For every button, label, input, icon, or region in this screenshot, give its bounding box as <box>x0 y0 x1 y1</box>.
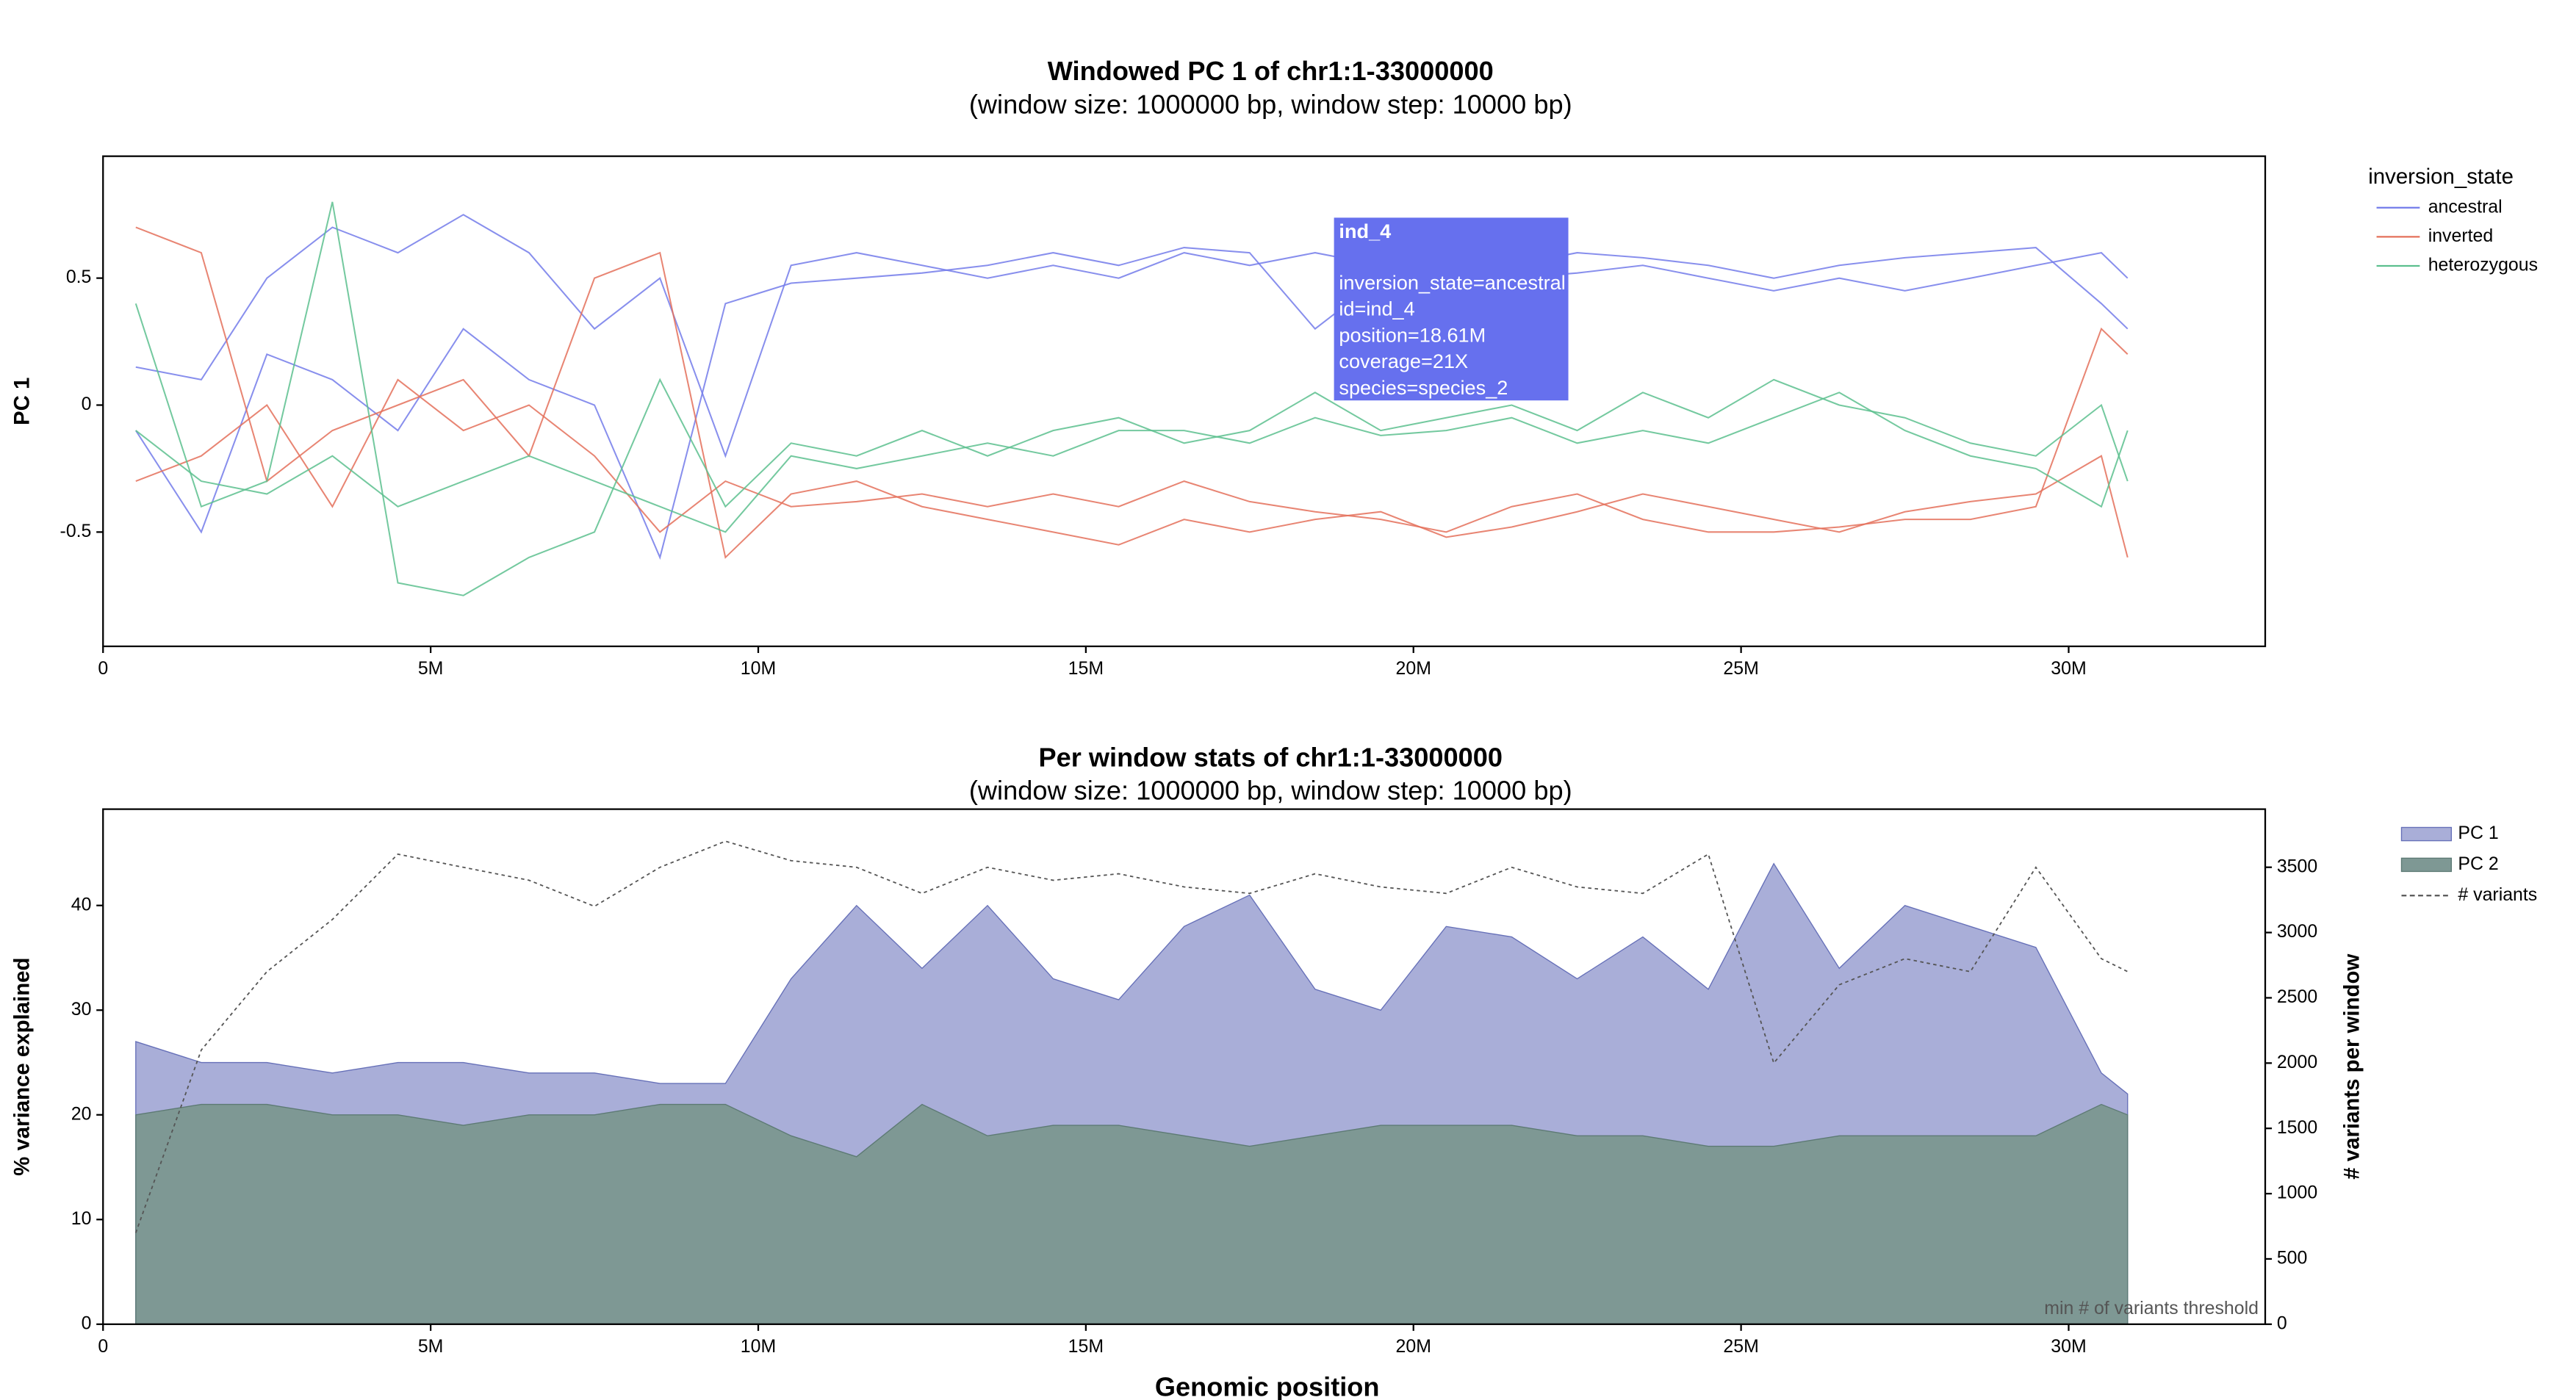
legend-swatch <box>2400 826 2453 842</box>
legend-swatch <box>2400 857 2453 873</box>
tooltip-line: inversion_state=ancestral <box>1339 271 1565 294</box>
series-line <box>135 327 2129 533</box>
y2-axis-label: # variants per window <box>2340 954 2364 1180</box>
legend-label: PC 1 <box>2458 823 2498 843</box>
series-line <box>134 247 2129 560</box>
y2-tick-label: 2500 <box>2277 986 2317 1007</box>
x-axis-label: Genomic position <box>1155 1372 1380 1400</box>
y-tick-label: 10 <box>71 1208 92 1229</box>
tooltip-line: id=ind_4 <box>1339 297 1414 320</box>
tooltip-line: coverage=21X <box>1339 350 1468 372</box>
x-tick-label: 0 <box>98 658 108 679</box>
legend-title: inversion_state <box>2368 165 2514 189</box>
y2-tick-label: 500 <box>2277 1248 2308 1269</box>
x-tick-label: 5M <box>418 1336 444 1357</box>
legend-label: PC 2 <box>2458 854 2498 874</box>
x-tick-label: 30M <box>2051 658 2086 679</box>
tooltip-line: position=18.61M <box>1339 323 1486 346</box>
x-tick-label: 20M <box>1396 1336 1431 1357</box>
tooltip-line: species=species_2 <box>1339 376 1508 399</box>
series-line <box>135 392 2129 533</box>
y2-tick-label: 3000 <box>2277 921 2317 942</box>
chart-subtitle: (window size: 1000000 bp, window step: 1… <box>969 776 1572 806</box>
legend-label: heterozygous <box>2428 255 2538 275</box>
series-line <box>135 214 2129 458</box>
x-tick-label: 25M <box>1723 1336 1758 1357</box>
x-tick-label: 5M <box>418 658 444 679</box>
threshold-annotation: min # of variants threshold <box>2044 1298 2259 1318</box>
x-tick-label: 0 <box>98 1336 108 1357</box>
y2-tick-label: 1500 <box>2277 1117 2317 1138</box>
y-tick-label: -0.5 <box>60 521 92 541</box>
variants-line <box>134 840 2129 1233</box>
y-tick-label: 0.5 <box>66 267 92 287</box>
plot-frame <box>102 808 2267 1325</box>
plot-frame <box>102 155 2267 648</box>
y-tick-label: 0 <box>82 1313 92 1333</box>
y2-tick-label: 3500 <box>2277 856 2317 876</box>
y-axis-label: % variance explained <box>10 958 34 1176</box>
y2-tick-label: 2000 <box>2277 1052 2317 1072</box>
y-tick-label: 40 <box>71 894 92 914</box>
y-tick-label: 20 <box>71 1103 92 1124</box>
chart-title: Windowed PC 1 of chr1:1-33000000 <box>1048 56 1494 86</box>
x-tick-label: 10M <box>741 1336 776 1357</box>
y2-tick-label: 1000 <box>2277 1183 2317 1203</box>
y-axis-label: PC 1 <box>10 378 34 425</box>
y2-tick-label: 0 <box>2277 1313 2287 1333</box>
series-line <box>134 201 2129 596</box>
chart-subtitle: (window size: 1000000 bp, window step: 1… <box>969 89 1572 119</box>
x-tick-label: 20M <box>1396 658 1431 679</box>
series-line <box>135 226 2129 559</box>
x-tick-label: 10M <box>741 658 776 679</box>
legend-label: inverted <box>2428 225 2494 246</box>
tooltip-title: ind_4 <box>1339 220 1391 242</box>
series-area <box>135 1103 2129 1325</box>
legend-label: # variants <box>2458 884 2537 905</box>
chart-title: Per window stats of chr1:1-33000000 <box>1038 742 1503 772</box>
y-tick-label: 0 <box>82 394 92 414</box>
x-tick-label: 15M <box>1068 658 1104 679</box>
y-tick-label: 30 <box>71 999 92 1020</box>
x-tick-label: 25M <box>1723 658 1758 679</box>
x-tick-label: 15M <box>1068 1336 1104 1357</box>
legend-label: ancestral <box>2428 196 2503 217</box>
tooltip-box <box>1334 217 1569 401</box>
x-tick-label: 30M <box>2051 1336 2086 1357</box>
